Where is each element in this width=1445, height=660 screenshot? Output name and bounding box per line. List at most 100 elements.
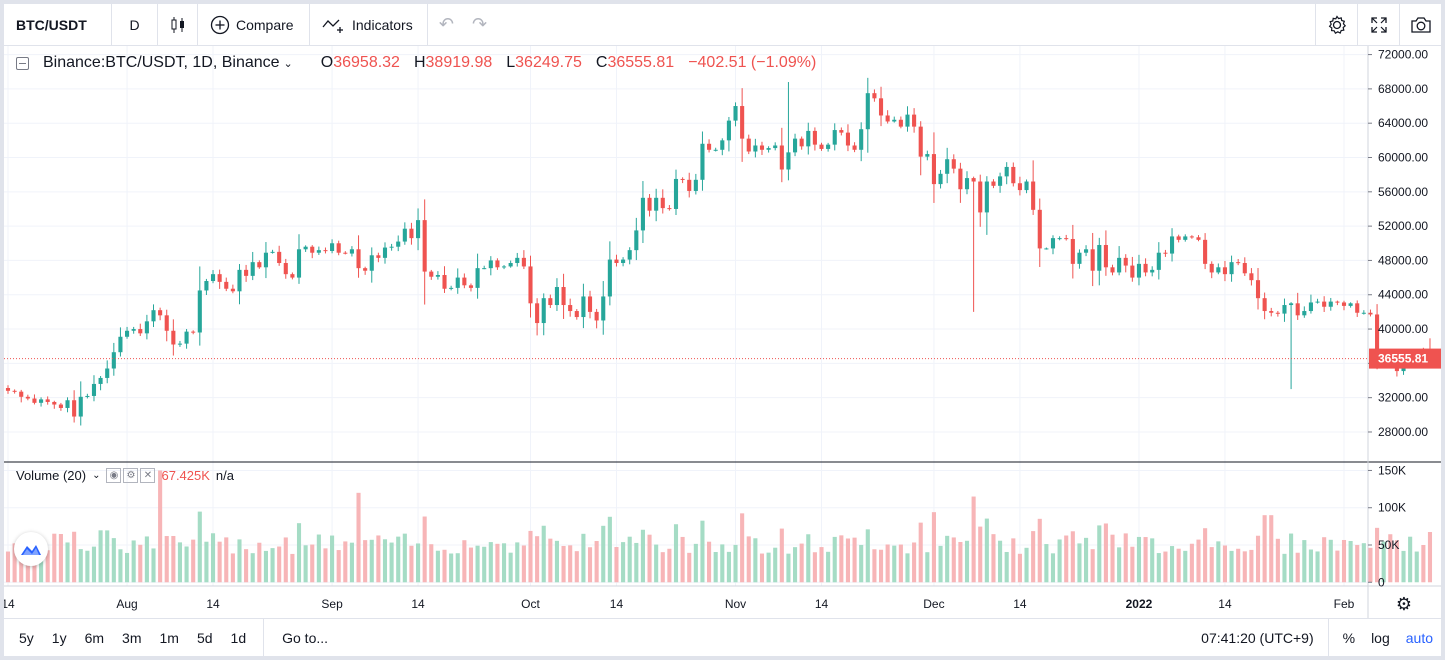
candle-body — [1275, 312, 1280, 314]
range-1y[interactable]: 1y — [51, 630, 67, 646]
candle-body — [1064, 238, 1069, 240]
candle-body — [726, 120, 731, 141]
price-tick-label: 40000.00 — [1378, 322, 1428, 336]
chevron-down-icon[interactable]: ⌄ — [283, 57, 293, 70]
volume-bar — [1070, 531, 1075, 583]
candle-body — [1308, 302, 1313, 312]
volume-bar — [885, 544, 890, 583]
volume-bar — [766, 552, 771, 583]
range-1d[interactable]: 1d — [230, 630, 247, 646]
volume-bar — [931, 512, 936, 583]
candle-body — [720, 140, 725, 150]
candle-body — [171, 330, 176, 345]
range-5y[interactable]: 5y — [19, 630, 34, 646]
compare-button[interactable]: Compare — [198, 4, 310, 45]
volume-bar — [72, 531, 77, 583]
chart-canvas[interactable]: 28000.0032000.0036000.0040000.0044000.00… — [4, 46, 1441, 618]
clock[interactable]: 07:41:20 (UTC+9) — [1201, 619, 1329, 656]
candle-body — [938, 173, 943, 185]
snapshot-button[interactable] — [1399, 4, 1441, 45]
candle-body — [1070, 238, 1075, 264]
volume-bar — [230, 553, 235, 583]
candle-body — [971, 178, 976, 182]
volume-bar — [250, 553, 255, 583]
volume-bar — [1024, 547, 1029, 583]
undo-icon[interactable]: ↶ — [438, 14, 454, 34]
chart-type-button[interactable] — [158, 4, 198, 45]
candle-body — [376, 255, 381, 258]
candle-body — [991, 181, 996, 186]
tradingview-logo[interactable] — [14, 532, 48, 566]
volume-bar — [792, 547, 798, 583]
candle-body — [594, 311, 599, 321]
candle-body — [442, 275, 447, 289]
settings-small-icon[interactable]: ⚙ — [123, 468, 139, 483]
remove-icon[interactable]: ✕ — [140, 468, 156, 483]
volume-bar — [356, 492, 361, 583]
candle-body — [1269, 311, 1274, 313]
auto-scale-toggle[interactable]: auto — [1405, 630, 1433, 646]
volume-chevron-icon[interactable]: ⌄ — [92, 470, 101, 481]
volume-bar — [1222, 545, 1228, 583]
candle-body — [1222, 267, 1228, 275]
range-5d[interactable]: 5d — [196, 630, 213, 646]
volume-bar — [1414, 551, 1419, 583]
axis-settings-gear-icon[interactable]: ⚙ — [1396, 594, 1412, 615]
percent-scale-toggle[interactable]: % — [1342, 630, 1356, 646]
candle-body — [925, 154, 930, 157]
candles-icon — [171, 16, 184, 33]
volume-bar — [832, 536, 837, 583]
range-6m[interactable]: 6m — [84, 630, 105, 646]
candle-body — [508, 263, 513, 267]
candle-body — [554, 287, 560, 306]
indicators-icon — [322, 19, 343, 33]
indicators-button[interactable]: Indicators — [310, 4, 428, 45]
interval-button[interactable]: D — [112, 4, 158, 45]
symbol-search-button[interactable]: BTC/USDT — [4, 4, 112, 45]
main-legend: Binance:BTC/USDT, 1D, Binance ⌄ O36958.3… — [16, 54, 816, 72]
candle-body — [766, 148, 771, 150]
volume-bar — [568, 545, 573, 583]
volume-bar — [1275, 538, 1280, 583]
candle-body — [568, 305, 573, 312]
candle-body — [1050, 238, 1056, 249]
redo-icon[interactable]: ↷ — [472, 14, 488, 34]
candle-body — [184, 331, 189, 344]
open-value: 36958.32 — [333, 54, 400, 71]
candle-body — [164, 315, 169, 331]
volume-bar — [204, 541, 209, 583]
candle-body — [310, 246, 315, 253]
volume-bar — [991, 534, 996, 583]
volume-bar — [845, 538, 851, 583]
low-label: L — [506, 54, 516, 71]
candle-body — [521, 257, 526, 267]
eye-icon[interactable]: ◉ — [106, 468, 122, 483]
collapse-legend-icon[interactable] — [16, 56, 29, 70]
fullscreen-button[interactable] — [1357, 4, 1399, 45]
series-title[interactable]: Binance:BTC/USDT, 1D, Binance — [43, 54, 280, 71]
candle-body — [197, 290, 202, 333]
volume-bar — [1394, 540, 1399, 583]
volume-bar — [521, 545, 526, 583]
volume-bar — [660, 552, 665, 583]
volume-bar — [1136, 536, 1142, 583]
candle-body — [601, 296, 606, 321]
candle-body — [707, 143, 712, 150]
range-3m[interactable]: 3m — [122, 630, 142, 646]
goto-button[interactable]: Go to... — [263, 619, 328, 656]
volume-bar — [144, 536, 149, 583]
candle-body — [330, 243, 335, 251]
fullscreen-icon — [1370, 16, 1387, 33]
symbol-label: BTC/USDT — [16, 16, 87, 33]
time-tick-label: 14 — [1218, 597, 1232, 611]
volume-title[interactable]: Volume (20) — [16, 468, 87, 483]
candle-body — [1044, 248, 1049, 250]
volume-bar — [1090, 549, 1095, 583]
range-1m[interactable]: 1m — [159, 630, 179, 646]
log-scale-toggle[interactable]: log — [1371, 630, 1390, 646]
candle-body — [878, 98, 884, 116]
candle-body — [1361, 312, 1366, 314]
candle-body — [1322, 301, 1327, 307]
candle-body — [429, 271, 434, 277]
settings-button[interactable] — [1315, 4, 1357, 45]
